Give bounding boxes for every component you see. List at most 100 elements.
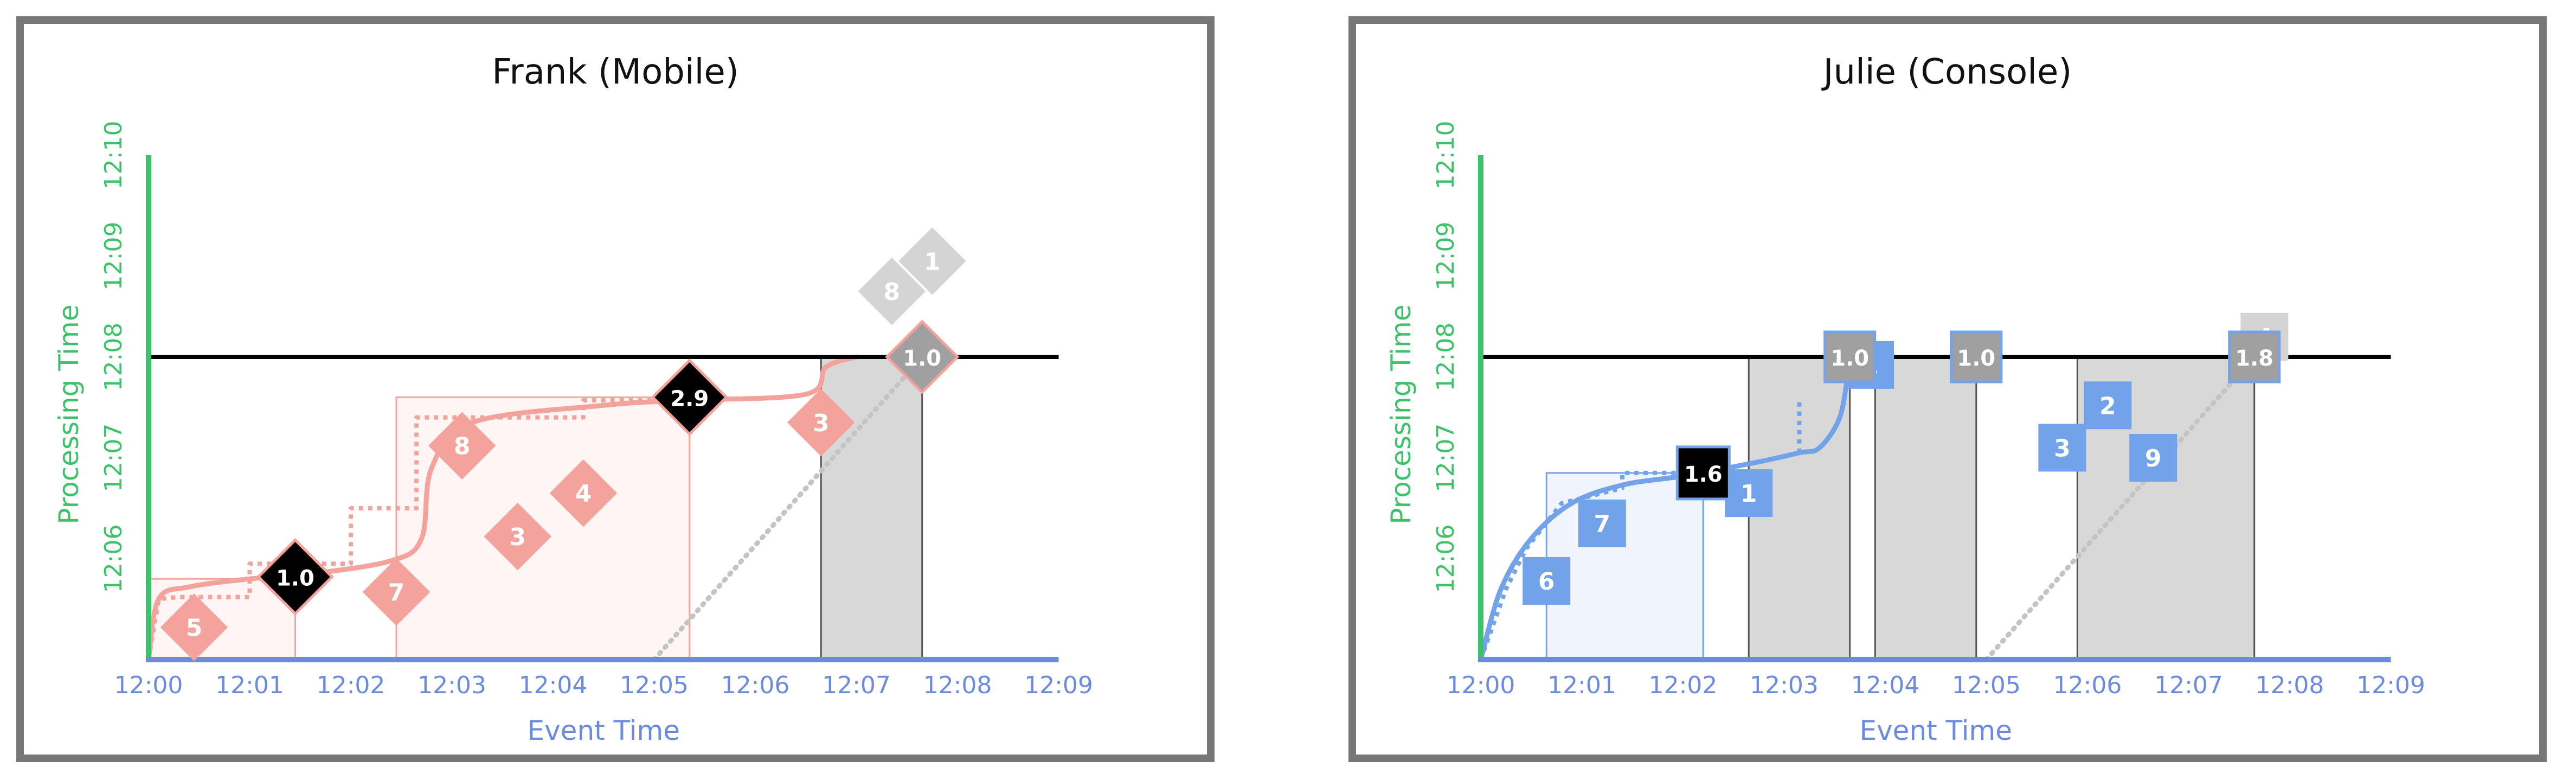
marker-label: 1.0 <box>276 566 314 591</box>
marker-square <box>1950 330 2003 383</box>
y-tick-label: 12:10 <box>1432 121 1460 190</box>
chart-frank: Frank (Mobile) 12:00 12:01 12:02 12:03 12:04 1… <box>53 52 1093 746</box>
chart-panel-frank: Frank (Mobile) 12:00 12:01 12:02 12:03 12:04 1… <box>16 16 1215 762</box>
chart-panel-julie: Julie (Console) 12:00 12:01 12:02 12:03 12:04… <box>1348 16 2547 762</box>
x-tick-label: 12:06 <box>2053 672 2122 699</box>
marker-label: 3 <box>2054 434 2071 462</box>
marker-square <box>2129 434 2177 482</box>
marker-label: 7 <box>388 579 405 606</box>
marker-label: 1.0 <box>903 346 941 371</box>
window-result: 2.9 <box>651 358 729 436</box>
marker-square <box>1823 330 1877 383</box>
marker-label: 6 <box>1538 568 1555 596</box>
marker-label: 1.0 <box>1830 346 1869 371</box>
chart-julie: Julie (Console) 12:00 12:01 12:02 12:03 12:04… <box>1385 52 2425 746</box>
ideal-watermark <box>146 354 859 662</box>
window-group <box>147 356 923 661</box>
window-result: 1.8 <box>2228 330 2281 383</box>
y-tick-label: 12:09 <box>1432 222 1460 291</box>
y-tick-label: 12:07 <box>1432 424 1460 493</box>
x-tick-label: 12:07 <box>822 672 891 699</box>
data-point: 6 <box>1523 557 1571 605</box>
x-tick-label: 12:08 <box>2256 672 2324 699</box>
processing-diagonal <box>1984 354 2257 662</box>
heuristic-watermark <box>146 398 685 660</box>
x-tick-label: 12:09 <box>1024 672 1093 699</box>
marker-label: 1.8 <box>2235 346 2273 371</box>
x-tick-label: 12:03 <box>417 672 486 699</box>
marker-label: 8 <box>454 433 471 461</box>
processing-diagonal <box>652 354 925 662</box>
x-tick-label: 12:08 <box>923 672 992 699</box>
data-point: 1 <box>898 227 966 295</box>
marker-label: 2.9 <box>670 386 709 411</box>
x-tick-label: 12:00 <box>114 672 183 699</box>
marker-diamond <box>651 358 729 436</box>
window-result: 1.0 <box>885 319 960 394</box>
window-group <box>1545 356 2256 661</box>
data-point: 3 <box>787 388 855 457</box>
x-tick-label: 12:04 <box>1851 672 1920 699</box>
marker-diamond <box>885 319 960 394</box>
x-tick-label: 12:02 <box>317 672 386 699</box>
x-tick-label: 12:07 <box>2154 672 2223 699</box>
window-result: 1.0 <box>1823 330 1877 383</box>
y-tick-label: 12:08 <box>1432 323 1460 392</box>
marker-diamond <box>160 593 228 661</box>
x-axis-label: Event Time <box>528 715 680 746</box>
y-tick-label: 12:08 <box>100 323 127 392</box>
y-tick-label: 12:06 <box>1432 525 1460 593</box>
marker-label: 3 <box>509 523 526 551</box>
window-result: 1.6 <box>1675 445 1731 501</box>
marker-diamond <box>898 227 966 295</box>
marker-square <box>1578 499 1626 547</box>
y-tick-label: 12:09 <box>100 222 127 291</box>
x-tick-label: 12:05 <box>1952 672 2021 699</box>
data-point: 8 <box>858 257 926 325</box>
marker-label: 1.0 <box>1957 346 1995 371</box>
marker-square <box>2084 381 2132 430</box>
data-point: 9 <box>2129 434 2177 482</box>
marker-square <box>2038 424 2086 472</box>
x-tick-label: 12:01 <box>1547 672 1616 699</box>
marker-diamond <box>256 538 334 616</box>
marker-square <box>1725 469 1773 517</box>
marker-label: 8 <box>883 278 900 306</box>
marker-label: 9 <box>2145 445 2162 472</box>
y-tick-label: 12:07 <box>100 424 127 493</box>
x-tick-label: 12:04 <box>519 672 588 699</box>
data-point: 1 <box>1725 469 1773 517</box>
data-point: 3 <box>2038 424 2086 472</box>
window-region-2 <box>820 356 923 661</box>
heuristic-watermark <box>1479 470 1704 661</box>
data-point: 7 <box>362 558 431 626</box>
x-axis-label: Event Time <box>1860 715 2013 746</box>
x-tick-label: 12:01 <box>215 672 284 699</box>
data-point: 7 <box>1578 499 1626 547</box>
marker-diamond <box>428 412 496 479</box>
marker-label: 7 <box>1594 510 1610 538</box>
marker-diamond <box>484 502 551 571</box>
marker-diamond <box>362 558 431 626</box>
y-axis-label: Processing Time <box>1385 304 1417 524</box>
data-point: 2 <box>2084 381 2132 430</box>
x-tick-label: 12:06 <box>721 672 790 699</box>
marker-label: 1 <box>1740 480 1757 508</box>
marker-label: 5 <box>186 614 203 642</box>
marker-label: 1.6 <box>1684 462 1723 487</box>
x-tick-label: 12:00 <box>1447 672 1515 699</box>
marker-square <box>2228 330 2281 383</box>
window-result: 1.0 <box>256 538 334 616</box>
chart-title: Julie (Console) <box>1821 52 2072 92</box>
x-tick-label: 12:09 <box>2356 672 2425 699</box>
y-tick-label: 12:06 <box>100 525 127 593</box>
marker-label: 1 <box>924 248 941 276</box>
data-point: 5 <box>160 593 228 661</box>
marker-square <box>1675 445 1731 501</box>
marker-square <box>1523 557 1571 605</box>
y-tick-label: 12:10 <box>100 121 127 190</box>
marker-label: 2 <box>2099 392 2116 420</box>
x-tick-label: 12:03 <box>1750 672 1819 699</box>
window-region-2 <box>1874 356 1977 661</box>
marker-label: 3 <box>813 410 830 437</box>
